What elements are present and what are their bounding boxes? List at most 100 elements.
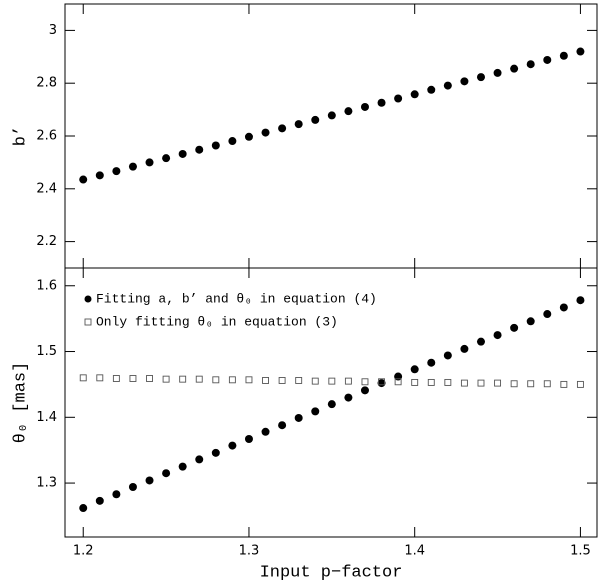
point bbox=[427, 85, 436, 94]
point bbox=[410, 90, 419, 99]
point bbox=[526, 60, 535, 69]
point bbox=[510, 64, 519, 73]
point bbox=[211, 448, 220, 457]
point bbox=[360, 386, 369, 395]
point bbox=[361, 378, 369, 386]
x-tick-label: 1.4 bbox=[404, 544, 425, 559]
point bbox=[327, 400, 336, 409]
point bbox=[212, 376, 220, 384]
y-tick-label: 2.2 bbox=[36, 234, 57, 249]
point bbox=[443, 81, 452, 90]
x-axis-label: Input p−factor bbox=[260, 563, 403, 582]
point bbox=[378, 378, 385, 386]
point bbox=[443, 351, 452, 360]
point bbox=[493, 331, 502, 340]
point bbox=[543, 310, 552, 319]
point bbox=[543, 380, 551, 388]
point bbox=[278, 124, 287, 133]
point bbox=[145, 476, 154, 485]
point bbox=[294, 413, 303, 422]
point bbox=[311, 115, 320, 124]
point bbox=[476, 73, 485, 82]
legend-label: Only fitting θ₀ in equation (3) bbox=[96, 314, 338, 329]
point bbox=[179, 375, 187, 383]
point bbox=[559, 303, 568, 312]
y-axis-label: θ₀ [mas] bbox=[11, 362, 30, 444]
point bbox=[427, 378, 435, 386]
legend-marker bbox=[84, 295, 92, 303]
x-tick-label: 1.5 bbox=[570, 544, 591, 559]
point bbox=[543, 55, 552, 64]
y-tick-label: 1.3 bbox=[36, 476, 57, 491]
point bbox=[112, 167, 121, 176]
point bbox=[460, 344, 469, 353]
point bbox=[162, 375, 170, 383]
point bbox=[278, 377, 286, 384]
y-tick-label: 2.4 bbox=[36, 181, 57, 196]
point bbox=[261, 427, 270, 436]
point bbox=[311, 377, 319, 385]
point bbox=[510, 323, 519, 332]
point bbox=[444, 378, 452, 386]
point bbox=[510, 380, 518, 388]
point bbox=[162, 154, 171, 163]
point bbox=[79, 504, 88, 513]
plot-frame bbox=[64, 267, 598, 538]
point bbox=[560, 380, 568, 388]
point bbox=[244, 132, 253, 141]
point bbox=[460, 77, 469, 86]
point bbox=[360, 102, 369, 111]
point bbox=[576, 380, 584, 388]
point bbox=[262, 377, 269, 384]
point bbox=[576, 296, 585, 305]
point bbox=[527, 380, 535, 388]
point bbox=[476, 337, 485, 346]
point bbox=[311, 407, 320, 416]
point bbox=[146, 375, 153, 382]
point bbox=[394, 94, 403, 103]
point bbox=[411, 378, 419, 386]
y-tick-label: 3 bbox=[49, 23, 57, 38]
point bbox=[162, 469, 171, 478]
point bbox=[559, 51, 568, 60]
point bbox=[344, 393, 353, 402]
legend-marker bbox=[84, 318, 92, 326]
point bbox=[195, 375, 203, 383]
point bbox=[195, 145, 204, 154]
point bbox=[228, 376, 236, 384]
y-tick-label: 2.8 bbox=[36, 76, 57, 91]
point bbox=[377, 98, 386, 107]
point bbox=[95, 496, 104, 505]
point bbox=[576, 47, 585, 56]
point bbox=[427, 358, 436, 367]
point bbox=[95, 171, 104, 180]
point bbox=[128, 483, 137, 492]
point bbox=[494, 379, 502, 387]
y-tick-label: 1.4 bbox=[36, 410, 57, 425]
point bbox=[178, 462, 187, 471]
legend-label: Fitting a, b’ and θ₀ in equation (4) bbox=[96, 291, 377, 306]
point bbox=[493, 68, 502, 77]
point bbox=[228, 137, 237, 146]
point bbox=[96, 374, 104, 382]
point bbox=[261, 128, 270, 137]
x-tick-label: 1.3 bbox=[239, 544, 260, 559]
point bbox=[278, 421, 287, 430]
point bbox=[128, 162, 137, 171]
plot-frame bbox=[64, 3, 598, 269]
point bbox=[295, 377, 303, 384]
x-tick-label: 1.2 bbox=[73, 544, 94, 559]
point bbox=[129, 375, 137, 382]
point bbox=[178, 149, 187, 158]
point bbox=[228, 441, 237, 450]
point bbox=[410, 365, 419, 374]
point bbox=[460, 379, 468, 387]
point bbox=[328, 377, 336, 385]
point bbox=[244, 435, 253, 444]
point bbox=[245, 376, 253, 384]
point bbox=[344, 107, 353, 116]
point bbox=[145, 158, 154, 167]
point bbox=[112, 490, 121, 499]
point bbox=[344, 377, 352, 385]
